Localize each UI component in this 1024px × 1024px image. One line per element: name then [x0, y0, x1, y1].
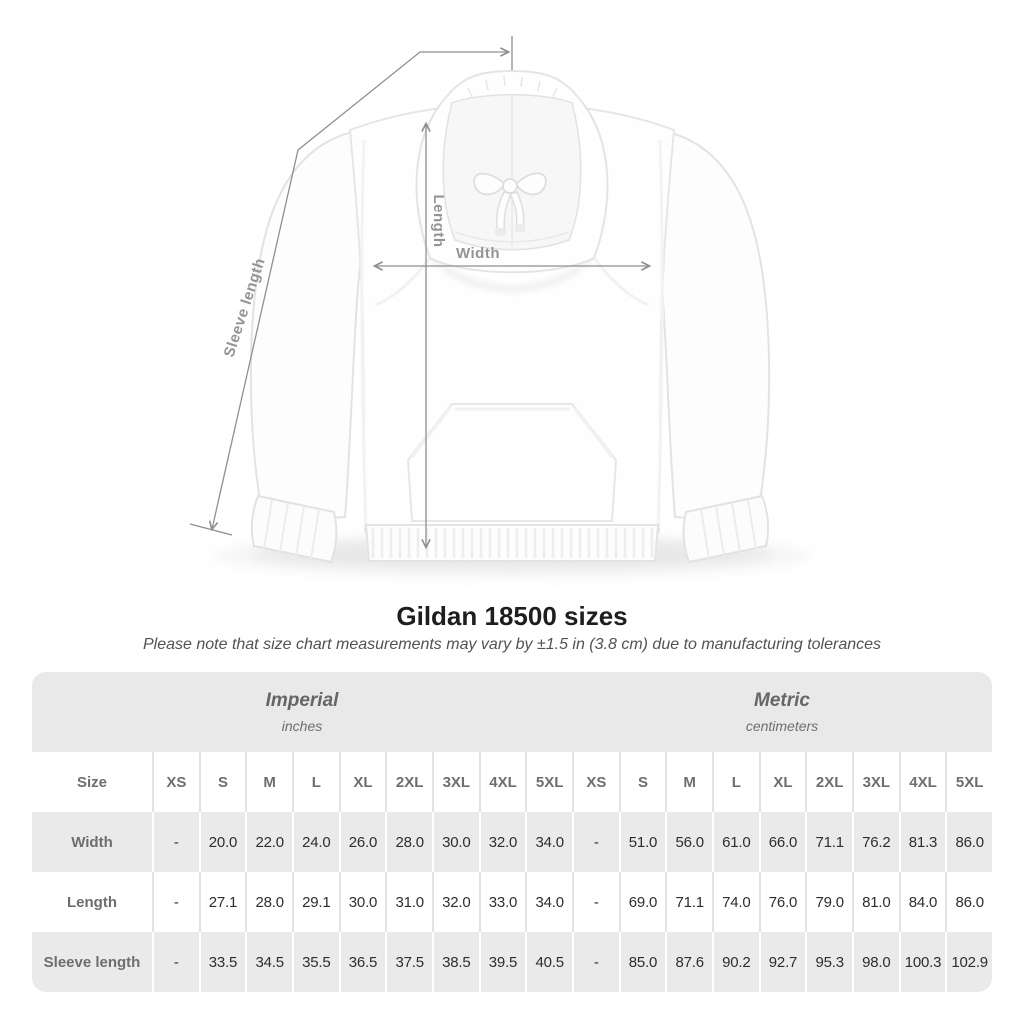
- table-cell-metric: -: [572, 812, 619, 872]
- row-label: Width: [32, 812, 152, 872]
- table-cell-imperial: 27.1: [198, 872, 246, 932]
- hoodie-measurement-diagram: Width Length Sleeve length: [189, 36, 812, 578]
- table-cell-imperial: 26.0: [338, 812, 386, 872]
- table-cell-metric: 95.3: [805, 932, 852, 992]
- table-cell-imperial: -: [152, 812, 199, 872]
- metric-unit: centimeters: [745, 718, 819, 734]
- table-cell-imperial: 33.5: [198, 932, 246, 992]
- column-header-metric: 4XL: [898, 752, 946, 812]
- length-label: Length: [430, 195, 447, 248]
- right-cuff: [682, 494, 770, 564]
- table-cell-metric: 84.0: [898, 872, 946, 932]
- page-title: Gildan 18500 sizes: [396, 601, 628, 631]
- table-cell-metric: 81.3: [898, 812, 946, 872]
- table-cell-imperial: 34.0: [525, 812, 572, 872]
- table-cell-metric: 102.9: [945, 932, 992, 992]
- width-label: Width: [456, 245, 500, 262]
- table-cell-imperial: 32.0: [478, 812, 526, 872]
- table-cell-metric: 51.0: [618, 812, 666, 872]
- column-header-imperial: XL: [338, 752, 386, 812]
- table-cell-metric: 85.0: [618, 932, 666, 992]
- table-cell-metric: 76.0: [758, 872, 806, 932]
- table-cell-imperial: 31.0: [385, 872, 432, 932]
- column-header-size: Size: [76, 773, 107, 791]
- column-header-metric: XS: [572, 752, 619, 812]
- table-cell-imperial: 22.0: [245, 812, 292, 872]
- table-cell-imperial: 32.0: [432, 872, 479, 932]
- table-cell-metric: 71.1: [805, 812, 852, 872]
- table-cell-imperial: 37.5: [385, 932, 432, 992]
- table-cell-metric: 86.0: [945, 812, 992, 872]
- table-cell-metric: 92.7: [758, 932, 806, 992]
- column-header-metric: M: [665, 752, 712, 812]
- table-cell-imperial: -: [152, 932, 199, 992]
- table-cell-imperial: 24.0: [292, 812, 339, 872]
- table-cell-metric: 74.0: [712, 872, 759, 932]
- column-header-metric: 2XL: [805, 752, 852, 812]
- table-cell-metric: -: [572, 872, 619, 932]
- table-cell-metric: 98.0: [852, 932, 899, 992]
- size-table: Imperial inches Metric centimeters Size X…: [32, 672, 992, 992]
- table-cell-imperial: 20.0: [198, 812, 246, 872]
- metric-label: Metric: [754, 690, 810, 711]
- column-header-metric: XL: [758, 752, 806, 812]
- table-cell-metric: 61.0: [712, 812, 759, 872]
- column-header-imperial: 5XL: [525, 752, 572, 812]
- unit-header-band: Imperial inches Metric centimeters: [32, 672, 992, 752]
- table-cell-imperial: -: [152, 872, 199, 932]
- table-cell-metric: -: [572, 932, 619, 992]
- table-cell-metric: 87.6: [665, 932, 712, 992]
- column-header-imperial: 4XL: [478, 752, 526, 812]
- size-table-grid: Size XS S M L XL 2XL 3XL 4XL 5XL XS S M L XL 2XL 3XL 4XL 5…: [32, 752, 992, 992]
- table-cell-metric: 100.3: [898, 932, 946, 992]
- right-sleeve: [652, 130, 771, 525]
- column-header-metric: 3XL: [852, 752, 899, 812]
- table-cell-imperial: 33.0: [478, 872, 526, 932]
- table-cell-imperial: 34.0: [525, 872, 572, 932]
- column-header-imperial: 3XL: [432, 752, 479, 812]
- table-cell-metric: 81.0: [852, 872, 899, 932]
- table-cell-metric: 76.2: [852, 812, 899, 872]
- sleeve-length-arrow: [189, 36, 513, 536]
- unit-group-metric: Metric centimeters: [572, 672, 992, 752]
- imperial-unit: inches: [281, 718, 323, 734]
- table-cell-imperial: 40.5: [525, 932, 572, 992]
- table-cell-imperial: 36.5: [338, 932, 386, 992]
- column-header-imperial: M: [245, 752, 292, 812]
- table-cell-imperial: 28.0: [385, 812, 432, 872]
- table-cell-imperial: 34.5: [245, 932, 292, 992]
- table-cell-metric: 69.0: [618, 872, 666, 932]
- left-sleeve: [249, 130, 368, 525]
- table-cell-imperial: 28.0: [245, 872, 292, 932]
- table-cell-imperial: 29.1: [292, 872, 339, 932]
- table-cell-metric: 79.0: [805, 872, 852, 932]
- table-cell-metric: 56.0: [665, 812, 712, 872]
- column-header-metric: L: [712, 752, 759, 812]
- row-label: Sleeve length: [32, 932, 152, 992]
- table-cell-imperial: 39.5: [478, 932, 526, 992]
- table-cell-metric: 90.2: [712, 932, 759, 992]
- column-header-metric: S: [618, 752, 666, 812]
- table-cell-imperial: 30.0: [338, 872, 386, 932]
- table-cell-imperial: 30.0: [432, 812, 479, 872]
- table-cell-imperial: 38.5: [432, 932, 479, 992]
- column-header-imperial: L: [292, 752, 339, 812]
- table-cell-imperial: 35.5: [292, 932, 339, 992]
- column-header-metric: 5XL: [945, 752, 992, 812]
- imperial-label: Imperial: [265, 690, 339, 711]
- page-subtitle: Please note that size chart measurements…: [142, 636, 882, 653]
- unit-group-imperial: Imperial inches: [32, 672, 572, 752]
- table-cell-metric: 86.0: [945, 872, 992, 932]
- table-cell-metric: 71.1: [665, 872, 712, 932]
- column-header-imperial: S: [198, 752, 246, 812]
- column-header-imperial: 2XL: [385, 752, 432, 812]
- table-cell-metric: 66.0: [758, 812, 806, 872]
- column-header-imperial: XS: [152, 752, 199, 812]
- row-label: Length: [67, 893, 117, 911]
